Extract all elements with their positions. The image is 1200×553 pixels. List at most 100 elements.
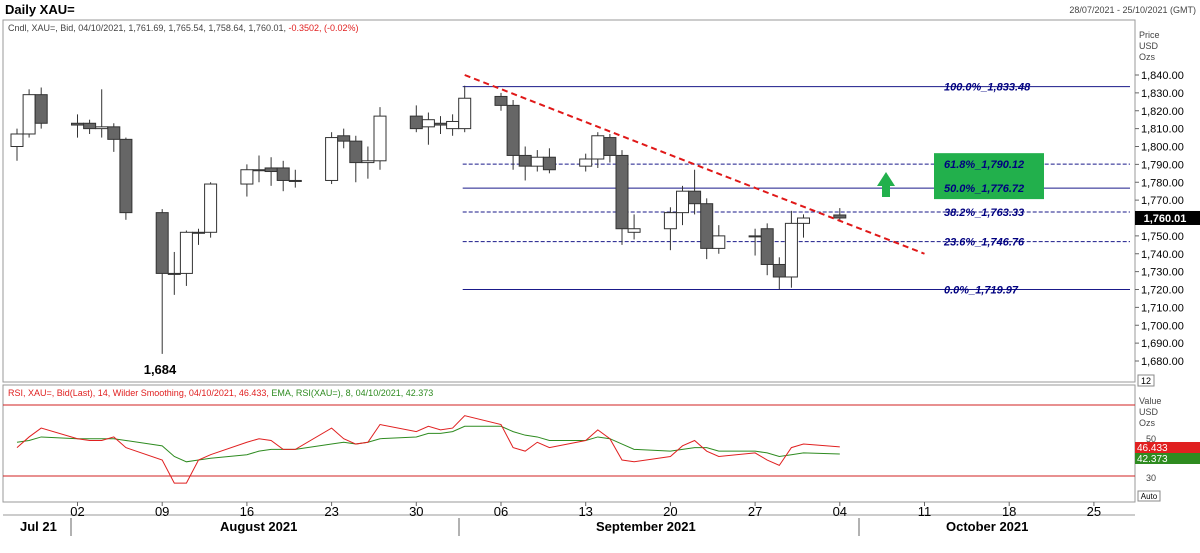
ema-line: [16, 425, 840, 463]
candle-body: [373, 115, 387, 162]
candle-body: [615, 154, 629, 230]
month-label-jul: Jul 21: [20, 519, 57, 534]
candle-body: [627, 228, 641, 233]
x-tick-label: 18: [1002, 504, 1016, 519]
candle-body: [700, 203, 714, 249]
scale-box[interactable]: [1137, 374, 1155, 387]
price-tick-label: 1,830.00: [1141, 88, 1184, 100]
x-tick-label: 06: [494, 504, 508, 519]
candle-body: [192, 231, 205, 234]
fib-highlight-box: [934, 153, 1044, 200]
candle-body: [10, 133, 24, 148]
candle-body: [83, 122, 97, 130]
ema-last-tag: [1135, 453, 1200, 464]
up-arrow-icon: [877, 172, 895, 197]
fib-label: 100.0%_1,833.48: [944, 82, 1031, 94]
date-range: 28/07/2021 - 25/10/2021 (GMT): [1069, 5, 1196, 15]
candle-body: [361, 160, 375, 164]
rsi-tick-50: 50: [1146, 434, 1156, 444]
downtrend-line: [464, 74, 925, 255]
rsi-unit-line-2: USD: [1139, 407, 1159, 417]
candle-body: [167, 272, 181, 275]
fib-label: 0.0%_1,719.97: [944, 285, 1019, 297]
candle-body: [530, 156, 544, 167]
price-unit-line-2: USD: [1139, 41, 1159, 51]
candle-body: [772, 263, 786, 278]
fib-label: 38.2%_1,763.33: [944, 207, 1024, 219]
candle-body: [264, 167, 278, 173]
candle-body: [784, 222, 798, 278]
candle-body: [179, 231, 193, 274]
candle-body: [676, 190, 689, 214]
rsi-lines: [3, 404, 1135, 484]
candle-body: [494, 95, 508, 106]
price-axis-ticks: 1,840.00 1,830.00 1,820.00 1,810.00 1,800.00…: [1135, 70, 1184, 368]
price-tick-label: 1,690.00: [1141, 338, 1184, 350]
fibonacci-labels: 100.0%_1,833.48 61.8%_1,790.12 50.0%_1,776…: [943, 82, 1031, 297]
x-tick-label: 09: [155, 504, 169, 519]
price-tick-label: 1,750.00: [1141, 231, 1184, 243]
candle-body: [663, 212, 677, 230]
candle-legend: Cndl, XAU=, Bid, 04/10/2021, 1,761.69, 1…: [8, 23, 359, 33]
last-price-tag: 1,760.01: [1135, 210, 1200, 225]
x-tick-label: 13: [578, 504, 592, 519]
x-tick-label: 20: [663, 504, 677, 519]
chart-title: Daily XAU=: [5, 2, 75, 17]
price-unit-line-1: Price: [1139, 30, 1160, 40]
rsi-legend-rsi: RSI, XAU=, Bid(Last), 14, Wilder Smoothi…: [8, 388, 271, 398]
last-price-value: 1,760.01: [1144, 213, 1187, 225]
rsi-unit-line-1: Value: [1139, 396, 1161, 406]
candle-body: [797, 217, 810, 224]
price-unit-line-3: Ozs: [1139, 52, 1156, 62]
candle-body: [712, 235, 726, 249]
candle-body: [71, 122, 84, 126]
candlestick-series: [10, 85, 847, 354]
candle-body: [252, 169, 266, 172]
rsi-unit-line-3: Ozs: [1139, 418, 1156, 428]
rsi-legend-ema: EMA, RSI(XAU=), 8, 04/10/2021, 42.373: [271, 388, 433, 398]
x-tick-label: 25: [1087, 504, 1101, 519]
candle-legend-change: -0.3502, (-0.02%): [288, 23, 358, 33]
rsi-last-tag: [1135, 442, 1200, 453]
candle-body: [458, 97, 472, 130]
candle-body: [95, 126, 109, 130]
scale-box-label: 12: [1141, 376, 1151, 386]
fib-label: 50.0%_1,776.72: [944, 183, 1024, 195]
candle-body: [337, 135, 351, 142]
candle-body: [542, 156, 556, 171]
x-axis-ticks: 02 09 16 23 30 06 13 20 27 04 11 18 25: [70, 502, 1101, 519]
month-label-aug: August 2021: [220, 519, 297, 534]
rsi-line: [16, 415, 840, 484]
candle-body: [748, 235, 762, 238]
fib-label: 61.8%_1,790.12: [944, 159, 1024, 171]
candle-body: [325, 137, 339, 181]
rsi-last-value: 46.433: [1137, 443, 1168, 454]
price-tick-label: 1,790.00: [1141, 159, 1184, 171]
candle-body: [119, 138, 133, 214]
x-tick-label: 23: [324, 504, 338, 519]
rsi-tick-30: 30: [1146, 473, 1156, 483]
candle-body: [434, 122, 447, 126]
price-axis-unit: Price USD Ozs: [1139, 30, 1160, 62]
price-tick-label: 1,710.00: [1141, 302, 1184, 314]
price-tick-label: 1,780.00: [1141, 177, 1184, 189]
price-tick-label: 1,740.00: [1141, 249, 1184, 261]
price-tick-label: 1,700.00: [1141, 320, 1184, 332]
candle-body: [204, 183, 218, 233]
candle-body: [240, 169, 254, 185]
rsi-legend: RSI, XAU=, Bid(Last), 14, Wilder Smoothi…: [8, 388, 433, 398]
low-annotation: 1,684: [144, 362, 177, 377]
price-tick-label: 1,730.00: [1141, 267, 1184, 279]
candle-body: [760, 228, 774, 265]
x-tick-label: 04: [833, 504, 847, 519]
auto-scale-button[interactable]: [1137, 490, 1161, 502]
candle-body: [603, 137, 617, 156]
candle-body: [506, 104, 520, 156]
ema-last-value: 42.373: [1137, 454, 1168, 465]
month-label-oct: October 2021: [946, 519, 1028, 534]
price-tick-label: 1,800.00: [1141, 142, 1184, 154]
auto-scale-label: Auto: [1141, 492, 1158, 501]
candle-body: [833, 214, 847, 219]
candle-body: [421, 119, 435, 128]
